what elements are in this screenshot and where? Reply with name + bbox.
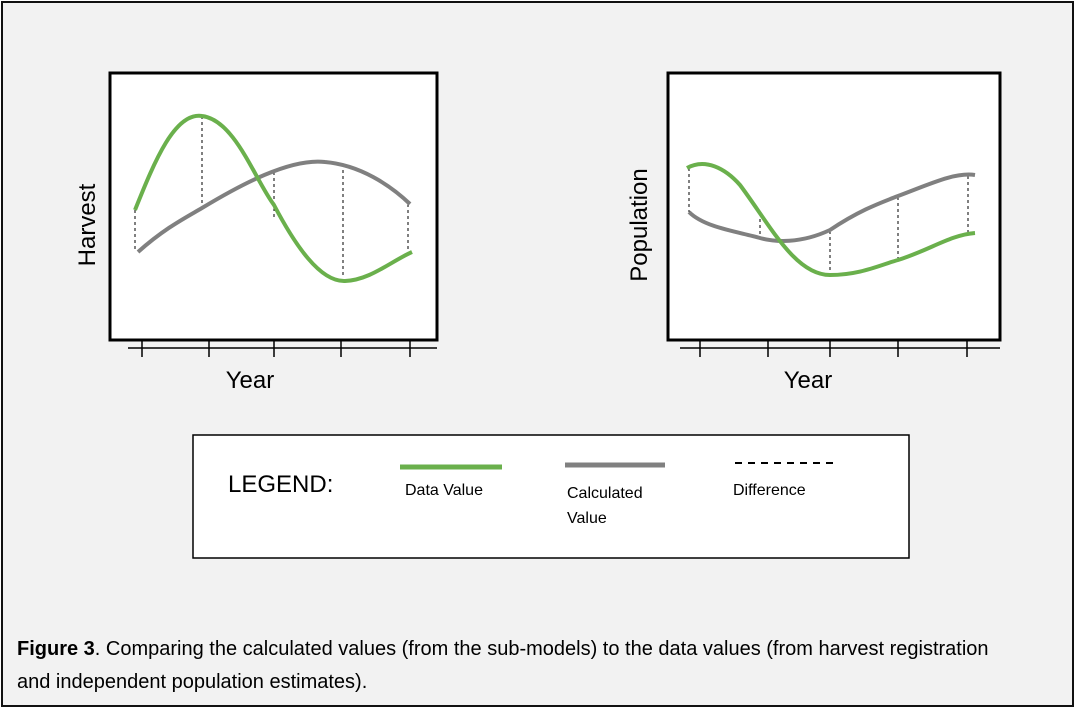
caption: Figure 3. Comparing the calculated value… [17,633,1017,699]
right-x-label: Year [783,367,833,394]
left-data-curve [133,113,413,284]
right-x-ticks [680,340,1000,357]
caption-text: . Comparing the calculated values (from … [17,638,989,693]
left-x-label: Year [225,367,275,394]
left-differences [134,116,409,275]
right-data-curve [686,162,976,278]
legend-box [192,434,910,559]
left-y-label: Harvest [74,183,101,267]
left-calculated-curve [136,159,412,254]
figure-graphics [108,71,1002,559]
legend-title: LEGEND: [228,471,334,498]
legend-label: Data Value [405,482,483,499]
right-plot-box [666,71,1002,342]
right-y-label: Population [626,168,653,282]
left-x-ticks [128,340,437,357]
caption-label: Figure 3 [17,638,95,660]
legend-label: Difference [733,482,806,499]
right-calculated-curve [687,172,976,243]
legend-label: Calculated Value [567,485,643,527]
right-differences [688,168,969,275]
